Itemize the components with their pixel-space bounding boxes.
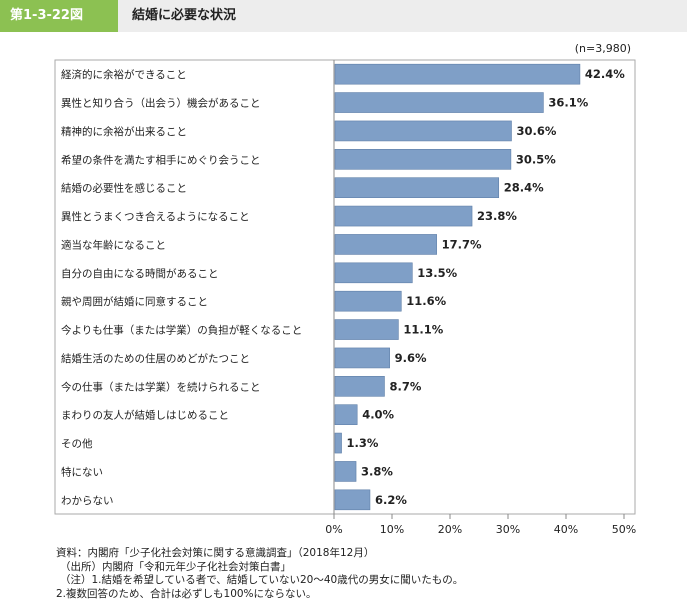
- bar-value-label: 9.6%: [395, 351, 427, 365]
- bar-value-label: 8.7%: [389, 379, 421, 393]
- bar: [334, 63, 581, 85]
- bar-value-label: 30.5%: [516, 152, 556, 166]
- category-label: 精神的に余裕が出来ること: [61, 125, 187, 138]
- x-tick-label: 20%: [438, 523, 462, 536]
- bar-value-label: 3.8%: [361, 464, 393, 478]
- bar-value-label: 13.5%: [417, 266, 457, 280]
- category-label: 結婚の必要性を感じること: [61, 182, 187, 195]
- bar: [334, 461, 357, 482]
- category-label: わからない: [61, 495, 114, 507]
- sample-size-note: (n=3,980): [574, 42, 631, 55]
- figure-title: 結婚に必要な状況: [132, 8, 237, 23]
- bar: [334, 319, 399, 340]
- bar-value-label: 42.4%: [585, 67, 625, 81]
- category-label: 異性と知り合う（出会う）機会があること: [61, 97, 261, 110]
- bar-value-label: 1.3%: [347, 436, 379, 450]
- bar-value-label: 11.1%: [403, 323, 443, 337]
- bar: [334, 120, 512, 142]
- category-label: 適当な年齢になること: [61, 238, 166, 251]
- figure-header: 第1-3-22図 結婚に必要な状況: [0, 0, 687, 32]
- bar-value-label: 11.6%: [406, 294, 446, 308]
- bar: [334, 234, 437, 255]
- bar: [334, 489, 371, 511]
- bar: [334, 404, 358, 425]
- category-label: 経済的に余裕ができること: [61, 68, 187, 81]
- bar: [334, 262, 413, 284]
- x-tick-label: 50%: [612, 523, 636, 536]
- bar: [334, 290, 402, 312]
- category-label: 自分の自由になる時間があること: [61, 267, 219, 280]
- note-remark-1: （注）1.結婚を希望している者で、結婚していない20～40歳代の男女に聞いたもの…: [60, 574, 464, 586]
- category-label: 特にない: [61, 466, 103, 478]
- category-label: まわりの友人が結婚しはじめること: [61, 409, 229, 422]
- bar: [334, 432, 342, 454]
- bar-value-label: 23.8%: [477, 209, 517, 223]
- bar-value-label: 17.7%: [442, 237, 482, 251]
- category-label: 親や周囲が結婚に同意すること: [61, 295, 208, 308]
- bar: [334, 205, 473, 227]
- note-remark-2: 2.複数回答のため、合計は必ずしも100%にならない。: [56, 587, 317, 600]
- bar-value-label: 30.6%: [516, 124, 556, 138]
- plot-frame: [54, 59, 636, 515]
- x-tick-label: 0%: [325, 523, 342, 536]
- x-tick-label: 10%: [380, 523, 404, 536]
- category-label: 結婚生活のための住居のめどがたつこと: [61, 352, 250, 365]
- bar-value-label: 4.0%: [362, 408, 394, 422]
- source-notes: 資料：内閣府「少子化社会対策に関する意識調査」（2018年12月） （出所）内閣…: [56, 547, 463, 601]
- bar: [334, 149, 512, 170]
- category-label: その他: [61, 437, 93, 450]
- bar: [334, 347, 390, 369]
- category-label: 今の仕事（または学業）を続けられること: [61, 380, 261, 393]
- bar: [334, 376, 385, 397]
- bar-value-label: 28.4%: [504, 181, 544, 195]
- category-label: 希望の条件を満たす相手にめぐり会うこと: [61, 153, 261, 166]
- bar-value-label: 6.2%: [375, 493, 407, 507]
- figure-number: 第1-3-22図: [0, 0, 118, 32]
- bar: [334, 92, 544, 113]
- x-tick-label: 40%: [554, 523, 578, 536]
- category-label: 今よりも仕事（または学業）の負担が軽くなること: [61, 324, 302, 337]
- bar: [334, 177, 500, 198]
- x-tick-label: 30%: [496, 523, 520, 536]
- bar-value-label: 36.1%: [548, 96, 588, 110]
- category-label: 異性とうまくつき合えるようになること: [61, 210, 250, 223]
- note-origin: （出所）内閣府「令和元年少子化社会対策白書」: [60, 560, 291, 573]
- note-source: 資料：内閣府「少子化社会対策に関する意識調査」（2018年12月）: [56, 547, 375, 559]
